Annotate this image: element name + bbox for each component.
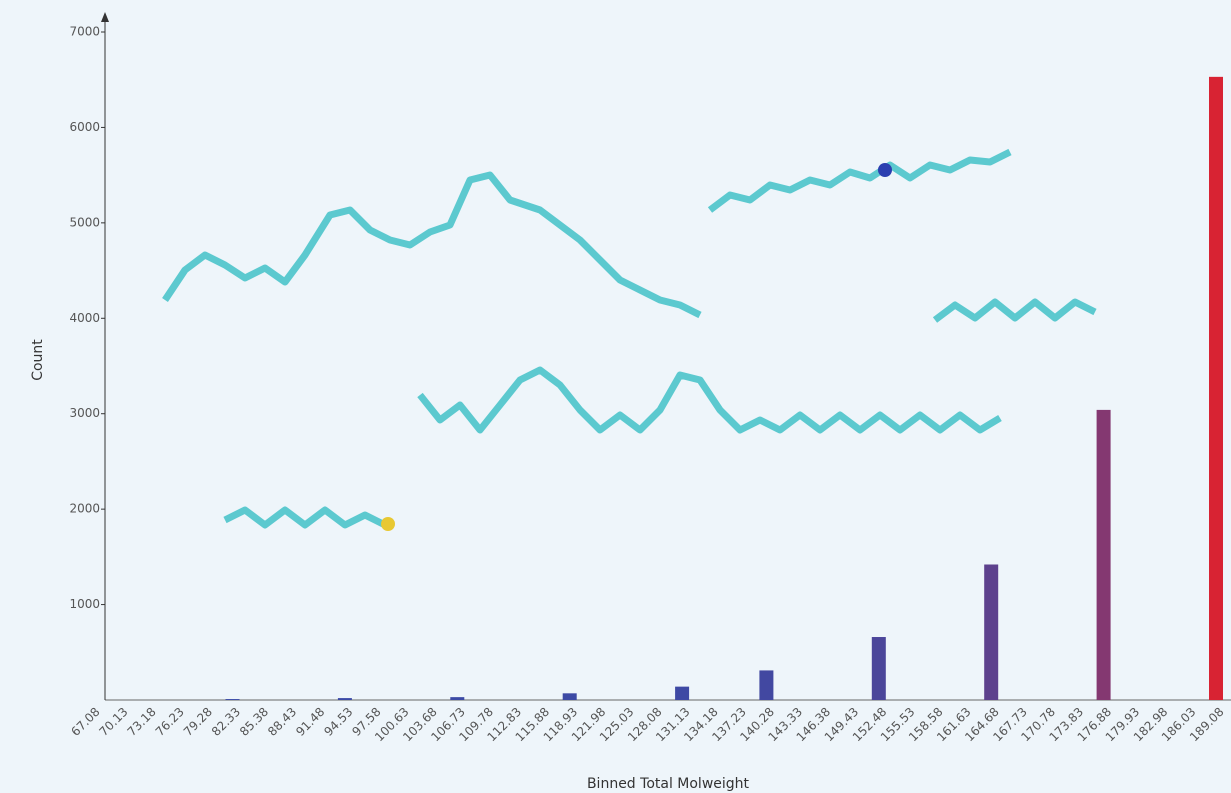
bar	[1209, 77, 1223, 700]
y-tick-label: 4000	[69, 311, 100, 325]
bar	[338, 698, 352, 700]
y-tick-label: 3000	[69, 406, 100, 420]
bar	[563, 693, 577, 700]
y-axis-title: Count	[30, 339, 46, 381]
y-tick-label: 7000	[69, 25, 100, 39]
molecule-atom	[381, 517, 395, 531]
background	[0, 0, 1231, 793]
bar	[1097, 410, 1111, 700]
x-axis-title: Binned Total Molweight	[587, 776, 750, 792]
chart: Count Binned Total Molweight 1000 2000 300…	[0, 0, 1231, 793]
bar	[872, 637, 886, 700]
bar	[759, 670, 773, 700]
y-tick-label: 6000	[69, 120, 100, 134]
bar	[226, 699, 240, 700]
molecule-atom	[878, 163, 892, 177]
y-tick-label: 2000	[69, 502, 100, 516]
bar	[450, 697, 464, 700]
y-tick-label: 5000	[69, 215, 100, 229]
bar	[675, 687, 689, 700]
bar	[984, 564, 998, 700]
y-tick-label: 1000	[69, 597, 100, 611]
